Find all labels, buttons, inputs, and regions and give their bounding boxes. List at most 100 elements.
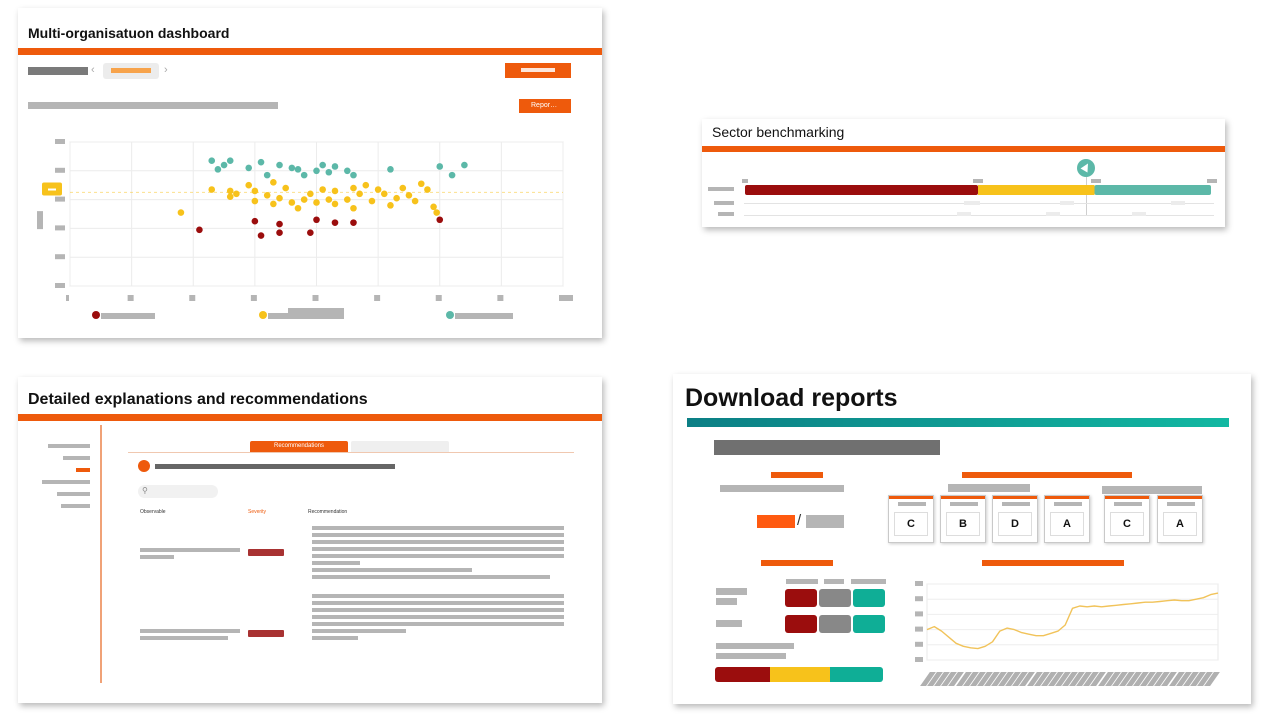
scatter-point xyxy=(424,186,431,193)
scatter-point xyxy=(226,193,234,201)
legend-teal-label xyxy=(455,313,513,319)
grade-card[interactable]: C xyxy=(888,495,934,543)
scatter-point xyxy=(300,171,308,179)
scatter-point xyxy=(270,200,277,208)
grade-card[interactable]: A xyxy=(1044,495,1090,543)
nav-item-2[interactable] xyxy=(63,456,90,460)
status-row-2-label xyxy=(716,620,742,627)
trend-line xyxy=(926,592,1219,650)
row-mark-c xyxy=(1171,201,1185,205)
status-heading xyxy=(761,560,833,566)
tab-recommendations[interactable]: Recommendations xyxy=(250,441,348,452)
scatter-point xyxy=(313,216,320,224)
benchmark-segment-teal xyxy=(1094,185,1211,195)
report-button[interactable]: Repor… xyxy=(519,99,571,113)
table-row[interactable] xyxy=(18,522,602,592)
grade-card[interactable]: B xyxy=(940,495,986,543)
scatter-point xyxy=(313,199,320,206)
score-total xyxy=(806,515,844,528)
trend-heading xyxy=(982,560,1124,566)
y-tick-label xyxy=(55,225,65,231)
grade-card[interactable]: A xyxy=(1157,495,1203,543)
scatter-point xyxy=(263,191,271,199)
trend-y-tick-label xyxy=(915,657,923,662)
nav-item-3-active[interactable] xyxy=(76,468,90,472)
scatter-point xyxy=(208,157,216,165)
grade-letter: A xyxy=(1050,512,1084,536)
status-chip-gray xyxy=(819,589,851,607)
scatter-point xyxy=(368,197,376,205)
scatter-point xyxy=(251,187,259,195)
scatter-point xyxy=(313,167,320,175)
nav-item-6[interactable] xyxy=(61,504,90,508)
legend-teal-dot-icon xyxy=(446,311,454,319)
details-title-underline xyxy=(18,414,602,421)
status-chip-red xyxy=(785,615,817,633)
col-observable: Observable xyxy=(140,509,166,515)
row-label-2 xyxy=(714,201,734,205)
x-tick-label xyxy=(497,295,504,301)
trend-line-chart xyxy=(915,581,1219,662)
scatter-point xyxy=(214,166,222,173)
search-input[interactable]: ⚲ xyxy=(138,485,218,498)
scatter-point xyxy=(430,203,437,211)
grade-card[interactable]: C xyxy=(1104,495,1150,543)
status-col-2 xyxy=(824,579,844,584)
scatter-point xyxy=(362,181,370,189)
benchmark-title-underline xyxy=(702,146,1225,152)
x-tick-label xyxy=(312,295,319,301)
table-row[interactable] xyxy=(18,592,602,652)
scatter-point xyxy=(461,161,468,169)
x-tick-label xyxy=(559,295,573,301)
report-heading-placeholder xyxy=(714,440,940,455)
grade-group-2-label xyxy=(1102,486,1202,494)
row-label-3 xyxy=(718,212,734,216)
chevron-left-icon[interactable]: ‹ xyxy=(91,64,95,76)
scatter-point xyxy=(196,226,203,234)
y-tick-label xyxy=(55,167,65,173)
nav-item-5[interactable] xyxy=(57,492,90,496)
grade-letter: A xyxy=(1163,512,1197,536)
scatter-point xyxy=(226,157,234,165)
reference-badge-label xyxy=(48,188,56,191)
scatter-point xyxy=(245,181,253,189)
scatter-point xyxy=(350,219,357,226)
row-line-3 xyxy=(744,215,1214,216)
tick-4 xyxy=(1207,179,1217,183)
col-severity: Severity xyxy=(248,509,267,515)
trend-y-tick-label xyxy=(915,596,923,602)
org-selector-pill[interactable] xyxy=(103,63,159,79)
scatter-point xyxy=(177,209,185,216)
grade-card[interactable]: D xyxy=(992,495,1038,543)
download-title-underline xyxy=(687,418,1229,427)
scatter-point xyxy=(331,163,339,170)
x-tick-label xyxy=(189,295,196,301)
scatter-point xyxy=(307,229,314,237)
report-button-label: Repor… xyxy=(531,102,558,109)
scatter-point xyxy=(350,184,357,192)
grades-heading xyxy=(962,472,1132,478)
scatter-point xyxy=(319,161,326,169)
org-avatar-icon xyxy=(138,460,150,472)
grade-letter: B xyxy=(946,512,980,536)
legend-yellow-label xyxy=(268,313,344,319)
summary-label-1 xyxy=(716,643,794,649)
scatter-point xyxy=(411,197,419,205)
x-tick-label xyxy=(374,295,381,301)
scatter-point xyxy=(331,187,339,195)
scatter-point xyxy=(270,179,277,186)
tab-second[interactable] xyxy=(351,441,449,452)
nav-item-1[interactable] xyxy=(48,444,90,448)
benchmark-marker-icon xyxy=(1077,159,1095,177)
scatter-point xyxy=(356,190,363,198)
trend-x-axis-labels xyxy=(920,672,1220,688)
status-chip-teal xyxy=(853,615,885,633)
scatter-point xyxy=(325,168,333,176)
scatter-point xyxy=(276,161,283,169)
chevron-right-icon[interactable]: › xyxy=(164,64,168,76)
scatter-point xyxy=(374,186,382,193)
scatter-point xyxy=(251,217,259,225)
export-button[interactable] xyxy=(505,63,571,78)
scatter-point xyxy=(263,171,271,179)
nav-item-4[interactable] xyxy=(42,480,90,484)
